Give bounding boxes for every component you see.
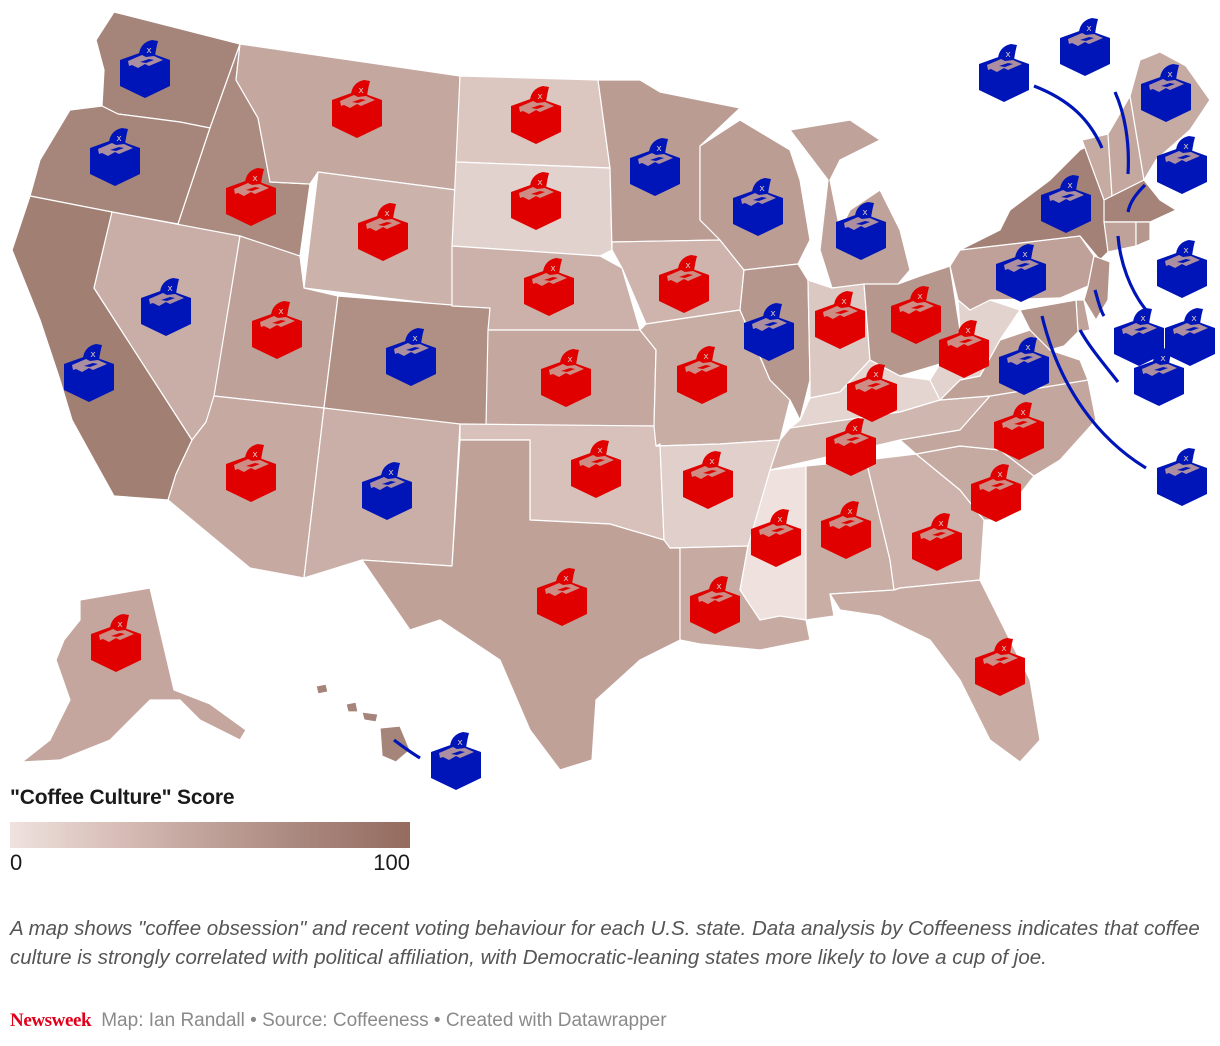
footer-credits: Newsweek Map: Ian Randall • Source: Coffe… bbox=[10, 1010, 667, 1032]
ballot-box-icon-ri bbox=[1157, 240, 1207, 298]
leader-line-MA bbox=[1126, 183, 1147, 213]
leader-lines bbox=[393, 84, 1148, 760]
ballot-box-icon-nh bbox=[1060, 18, 1110, 76]
leader-line-DE bbox=[1078, 329, 1120, 383]
legend-title: "Coffee Culture" Score bbox=[10, 786, 235, 809]
leader-line-NH bbox=[1113, 91, 1130, 175]
credits-text: Map: Ian Randall • Source: Coffeeness • … bbox=[101, 1010, 667, 1031]
state-HI[interactable] bbox=[315, 683, 411, 763]
ballot-box-icon-vt bbox=[979, 44, 1029, 102]
legend-min-label: 0 bbox=[10, 850, 23, 875]
state-TX[interactable] bbox=[361, 439, 681, 771]
state-MD[interactable] bbox=[1019, 299, 1079, 351]
legend-ticks: 0 100 bbox=[10, 850, 410, 876]
state-NJ[interactable] bbox=[1083, 255, 1111, 321]
legend-gradient-bar bbox=[10, 822, 410, 848]
leader-line-MD bbox=[1040, 315, 1147, 470]
newsweek-logo[interactable]: Newsweek bbox=[10, 1010, 92, 1031]
leader-line-CT bbox=[1093, 289, 1106, 317]
color-legend: "Coffee Culture" Score 0 100 bbox=[10, 786, 410, 876]
ballot-box-icon-hi bbox=[431, 732, 481, 790]
state-FL[interactable] bbox=[829, 579, 1041, 763]
ballot-box-icon-md bbox=[1157, 448, 1207, 506]
us-choropleth-map: x bbox=[11, 11, 1215, 790]
state-RI[interactable] bbox=[1135, 221, 1151, 247]
leader-line-HI bbox=[393, 738, 421, 760]
map-description: A map shows "coffee obsession" and recen… bbox=[10, 917, 1200, 969]
leader-line-RI bbox=[1116, 235, 1148, 311]
ballot-box-icon-nj bbox=[1165, 308, 1215, 366]
legend-max-label: 100 bbox=[373, 850, 410, 875]
state-AK[interactable] bbox=[21, 587, 247, 763]
leader-line-VT bbox=[1033, 84, 1104, 149]
state-MI[interactable] bbox=[789, 119, 911, 289]
